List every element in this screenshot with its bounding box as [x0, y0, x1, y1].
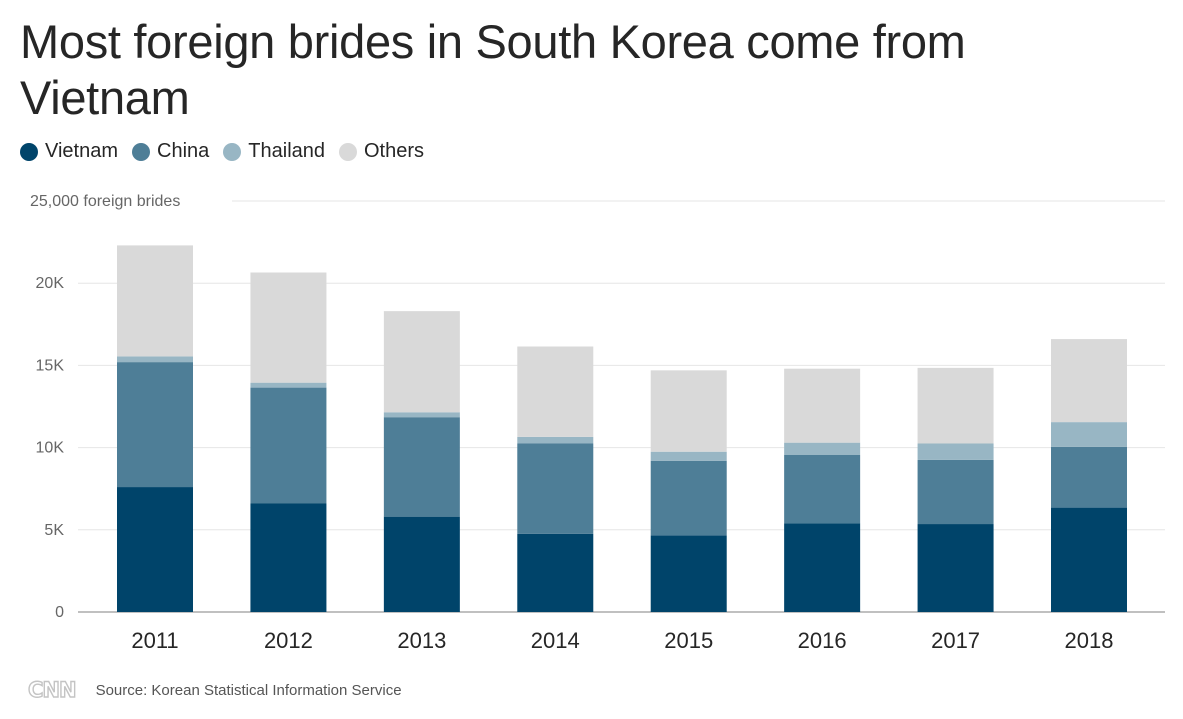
footer: CNN Source: Korean Statistical Informati… [27, 677, 402, 702]
bar-others-2014 [517, 346, 594, 437]
legend: Vietnam China Thailand Others [20, 140, 438, 163]
bar-thailand-2015 [650, 451, 727, 461]
y-tick-label: 20K [36, 275, 65, 292]
legend-swatch-vietnam [20, 142, 38, 161]
bar-thailand-2016 [784, 442, 861, 455]
bar-thailand-2018 [1051, 422, 1127, 447]
y-tick-label: 5K [44, 522, 64, 539]
bar-others-2017 [917, 367, 994, 444]
x-tick-label-2016: 2016 [798, 628, 847, 653]
legend-swatch-others [339, 142, 357, 161]
x-tick-label-2011: 2011 [131, 628, 178, 653]
stacked-bar-chart: 0 5K 10K 15K 20K 25,000 foreign brides 2011 201… [30, 193, 1165, 653]
x-tick-label-2015: 2015 [664, 628, 713, 653]
legend-label-others: Others [364, 140, 425, 162]
bar-others-2013 [383, 311, 460, 413]
bar-china-2015 [650, 460, 727, 536]
bar-others-2016 [784, 368, 861, 443]
legend-label-china: China [157, 140, 210, 162]
bar-thailand-2017 [917, 443, 994, 460]
bar-vietnam-2015 [650, 535, 727, 612]
y-tick-label: 10K [36, 440, 65, 457]
legend-label-thailand: Thailand [248, 140, 325, 162]
legend-swatch-china [132, 142, 151, 161]
bar-others-2015 [650, 370, 727, 452]
bar-china-2017 [917, 459, 994, 525]
bar-vietnam-2018 [1051, 507, 1127, 612]
legend-item-thailand: Thailand [223, 140, 325, 163]
bar-vietnam-2012 [250, 503, 327, 612]
x-tick-label-2018: 2018 [1065, 628, 1114, 653]
bar-vietnam-2013 [383, 516, 460, 612]
bar-china-2018 [1051, 446, 1127, 508]
bar-thailand-2011 [117, 356, 193, 363]
bar-china-2014 [517, 443, 594, 534]
x-tick-label-2012: 2012 [264, 628, 313, 653]
bar-thailand-2013 [383, 412, 460, 418]
bar-china-2011 [117, 362, 193, 488]
bar-thailand-2012 [250, 382, 327, 388]
bar-others-2011 [117, 245, 193, 357]
bar-china-2012 [250, 387, 327, 504]
y-tick-label: 15K [36, 357, 65, 374]
bar-vietnam-2011 [117, 487, 193, 612]
cnn-logo: CNN [27, 677, 77, 702]
x-tick-label-2014: 2014 [531, 628, 580, 653]
bar-vietnam-2016 [784, 523, 861, 612]
legend-item-vietnam: Vietnam [20, 140, 118, 163]
x-tick-label-2017: 2017 [931, 628, 980, 653]
y-tick-label: 25,000 foreign brides [30, 193, 180, 210]
y-tick-label: 0 [55, 604, 64, 621]
bar-vietnam-2014 [517, 533, 594, 612]
x-tick-label-2013: 2013 [397, 628, 446, 653]
bar-thailand-2014 [517, 436, 594, 444]
chart-title: Most foreign brides in South Korea come … [20, 15, 966, 124]
bar-vietnam-2017 [917, 524, 994, 612]
bar-others-2012 [250, 272, 327, 383]
legend-item-others: Others [339, 140, 424, 163]
bar-others-2018 [1051, 339, 1127, 423]
bar-china-2016 [784, 454, 861, 524]
legend-item-china: China [132, 140, 209, 163]
bar-china-2013 [383, 417, 460, 517]
legend-swatch-thailand [223, 142, 242, 161]
source-note: Source: Korean Statistical Information S… [95, 681, 402, 699]
legend-label-vietnam: Vietnam [45, 140, 119, 162]
